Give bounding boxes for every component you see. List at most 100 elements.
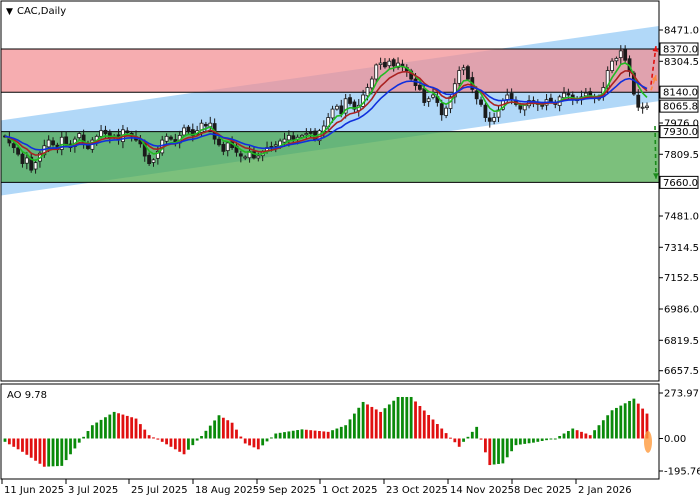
ao-bar: [82, 436, 86, 439]
ao-bar: [536, 438, 540, 442]
ao-bar: [90, 425, 94, 439]
ao-bar: [73, 438, 77, 449]
ao-bar: [401, 396, 404, 439]
ao-bar: [200, 436, 203, 439]
ao-bar: [130, 417, 134, 439]
ao-bar: [449, 437, 452, 439]
candle-body: [426, 98, 431, 102]
ao-bar: [619, 405, 623, 439]
ao-bar: [318, 431, 321, 439]
level-tag-label: 8370.0: [663, 44, 698, 55]
ao-bar: [60, 438, 64, 466]
ao-bar: [558, 436, 562, 439]
ao-bar: [3, 438, 7, 442]
down-projection-arrow-head: [653, 173, 659, 179]
candle-body: [618, 50, 623, 59]
time-tick-label: 3 Jul 2025: [68, 485, 118, 496]
ao-bar: [623, 403, 627, 439]
candle-body: [583, 92, 588, 97]
candle-body: [645, 105, 649, 108]
ao-bar: [112, 411, 116, 439]
ao-bar: [361, 401, 365, 439]
ao-bar: [601, 420, 605, 439]
candle-body: [352, 101, 357, 110]
ao-bar: [492, 438, 496, 465]
ao-bar: [69, 438, 72, 455]
candle-body: [387, 60, 392, 67]
candle-body: [466, 66, 470, 80]
candle-body: [439, 103, 444, 116]
ao-bar: [510, 438, 514, 452]
ao-bar: [252, 438, 256, 448]
ao-bar: [431, 419, 435, 439]
candle-body: [99, 130, 103, 137]
ao-bar: [527, 438, 531, 444]
ao-bar: [444, 433, 448, 439]
candle-body: [605, 70, 610, 89]
ao-bar: [532, 438, 535, 443]
ao-bar: [615, 407, 618, 439]
price-tick-label: 6986.0: [664, 305, 699, 316]
ao-bar: [313, 430, 317, 439]
ao-bar: [134, 418, 138, 439]
candle-body: [77, 133, 82, 139]
ao-bar: [435, 424, 439, 439]
ao-bar: [287, 431, 291, 439]
ao-bar: [274, 433, 278, 439]
ao-bar: [580, 431, 583, 439]
candle-body: [199, 122, 204, 133]
ao-bar: [549, 438, 553, 440]
candle-body: [51, 140, 55, 146]
ao-bar: [204, 430, 208, 439]
price-tick-label: 7152.5: [664, 273, 699, 284]
ao-bar: [322, 431, 326, 439]
candle-body: [286, 134, 291, 141]
ao-bar: [422, 410, 426, 439]
level-tag: [659, 42, 699, 56]
ao-label: AO 9.78: [7, 390, 47, 401]
ao-bar: [545, 438, 548, 441]
candle-body: [417, 84, 422, 90]
ao-bar: [86, 431, 90, 439]
ao-bar: [47, 438, 51, 467]
ao-bar: [56, 438, 59, 467]
ao-bar: [427, 415, 431, 439]
price-tick-label: 6657.5: [664, 366, 699, 377]
price-tick-label: 7976.0: [664, 119, 699, 130]
ao-bar: [418, 405, 422, 439]
ao-bar: [16, 438, 20, 450]
candle-body: [396, 62, 400, 68]
ao-bar: [187, 438, 190, 450]
ao-bar: [226, 420, 230, 439]
candle-body: [304, 133, 309, 136]
ao-bar: [160, 438, 164, 442]
candle-body: [444, 107, 449, 116]
ao-bar: [641, 408, 645, 439]
time-tick-label: 25 Jul 2025: [131, 485, 188, 496]
time-axis: 11 Jun 2025 3 Jul 2025 25 Jul 2025 18 Aug 2…: [1, 479, 632, 496]
ao-bar: [256, 438, 260, 450]
price-tick-label: 6819.5: [664, 336, 699, 347]
candle-body: [492, 117, 497, 122]
ao-bar: [588, 435, 592, 439]
ao-bar: [409, 396, 413, 439]
symbol-label: CAC,Daily: [17, 6, 66, 17]
ao-tick-label: 273.97: [664, 389, 699, 400]
ao-bar: [540, 438, 544, 441]
ao-bar: [457, 438, 461, 447]
ao-bar: [12, 438, 16, 447]
time-tick-label: 18 Aug 2025: [195, 485, 259, 496]
ao-bar: [7, 438, 11, 445]
price-tick-label: 8471.0: [664, 26, 699, 37]
ao-bar: [121, 414, 125, 439]
candle-body: [59, 136, 64, 150]
candle-body: [151, 159, 156, 163]
ao-bar: [466, 436, 470, 439]
ao-bar: [38, 438, 42, 464]
ao-bar: [138, 424, 142, 439]
menu-chevron-icon[interactable]: ▼: [6, 7, 13, 17]
ao-bar: [523, 438, 527, 444]
ao-bar: [331, 430, 334, 439]
ao-bar: [610, 410, 614, 439]
ao-bar: [270, 437, 273, 439]
